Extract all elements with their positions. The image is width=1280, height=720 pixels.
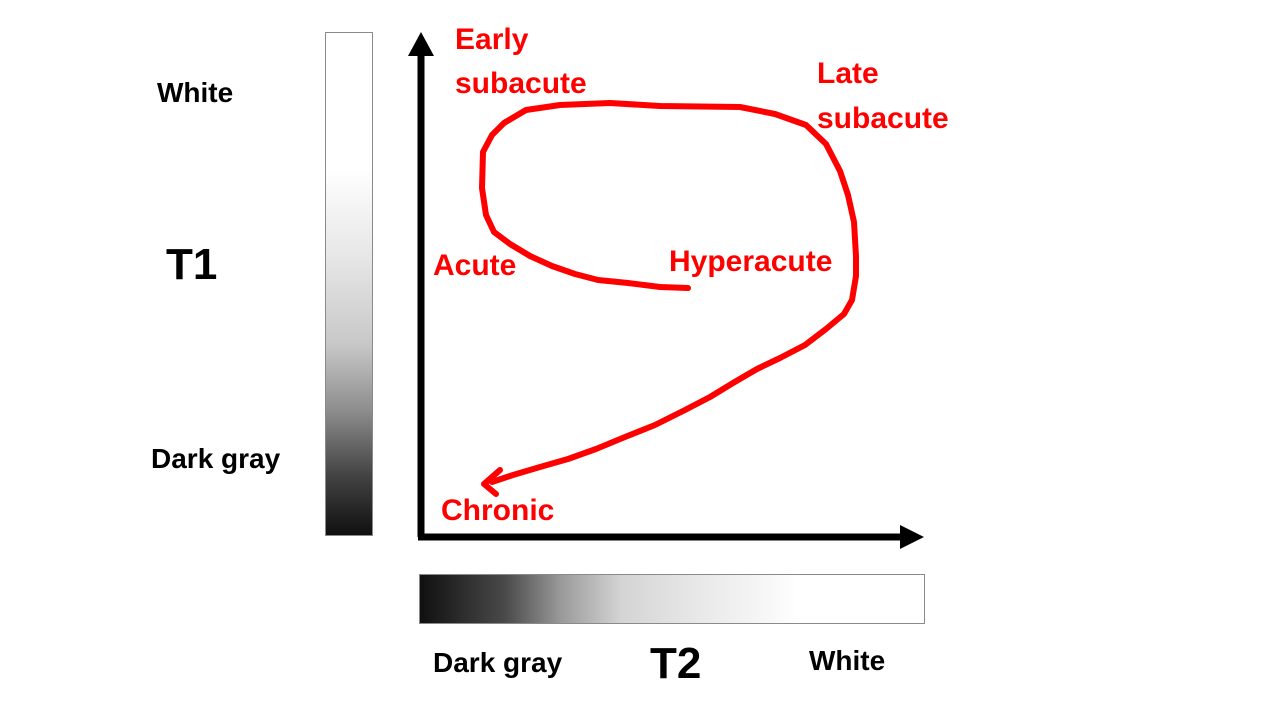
t1-gradient-bar — [325, 32, 373, 536]
t1-axis-title: T1 — [166, 240, 218, 289]
early-subacute-label-line2: subacute — [455, 67, 587, 100]
acute-label: Acute — [433, 249, 517, 282]
axes — [408, 32, 924, 549]
late-subacute-label-line2: subacute — [817, 102, 949, 135]
t1-white-label: White — [157, 77, 234, 108]
hyperacute-label: Hyperacute — [669, 245, 833, 278]
chronic-label: Chronic — [441, 494, 555, 527]
y-axis-arrowhead — [408, 32, 434, 56]
chronic-arrowhead — [481, 467, 503, 497]
late-subacute-label-line1: Late — [817, 57, 879, 90]
x-axis-arrowhead — [900, 525, 924, 549]
t2-axis-title: T2 — [650, 639, 702, 688]
t1-dark-gray-label: Dark gray — [151, 443, 281, 474]
early-subacute-label-line1: Early — [455, 23, 529, 56]
t2-dark-gray-label: Dark gray — [433, 647, 563, 678]
evolution-curve — [479, 100, 859, 485]
t2-gradient-bar — [419, 574, 925, 624]
t2-white-label: White — [809, 645, 886, 676]
